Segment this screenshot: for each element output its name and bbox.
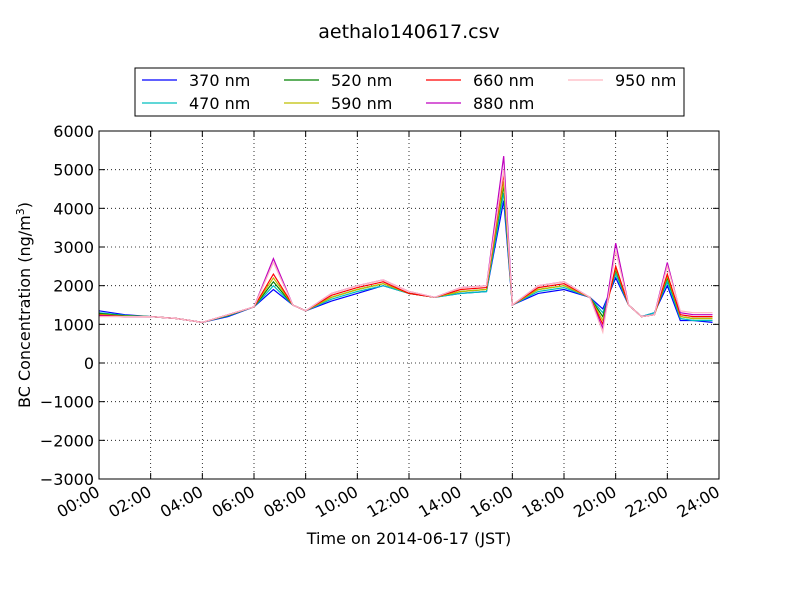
y-tick-label: 3000 bbox=[53, 238, 94, 257]
series-line-7 bbox=[99, 169, 713, 335]
legend-frame bbox=[134, 67, 685, 117]
legend: 370 nm 470 nm 520 nm 590 nm 660 nm 880 nm 950 … bbox=[134, 67, 685, 117]
y-tick-label: 2000 bbox=[53, 277, 94, 296]
chart-title: aethalo140617.csv bbox=[318, 21, 500, 43]
x-axis-label: Time on 2014-06-17 (JST) bbox=[306, 529, 511, 548]
y-tick-label: −2000 bbox=[40, 431, 94, 450]
legend-entry-3: 520 nm bbox=[331, 71, 392, 90]
y-tick-label: 1000 bbox=[53, 315, 94, 334]
y-tick-label: 0 bbox=[84, 354, 94, 373]
legend-entry-1: 370 nm bbox=[189, 71, 250, 90]
y-axis-label-sup: 3 bbox=[14, 208, 27, 215]
y-tick-labels: 6000 5000 4000 3000 2000 1000 0 −1000 −2000 −3000 bbox=[40, 122, 94, 489]
legend-entry-6: 880 nm bbox=[473, 94, 534, 113]
series-layer bbox=[98, 156, 713, 335]
y-tick-label: 6000 bbox=[53, 122, 94, 141]
y-tick-label: −3000 bbox=[40, 470, 94, 489]
y-tick-label: −1000 bbox=[40, 393, 94, 412]
y-tick-label: 4000 bbox=[53, 199, 94, 218]
legend-entry-7: 950 nm bbox=[615, 71, 676, 90]
legend-entry-2: 470 nm bbox=[189, 94, 250, 113]
y-axis-label-suffix: ) bbox=[15, 202, 34, 208]
y-axis-label-main: BC Concentration (ng/m bbox=[15, 215, 34, 408]
legend-entry-5: 660 nm bbox=[473, 71, 534, 90]
legend-entry-4: 590 nm bbox=[331, 94, 392, 113]
y-axis-label: BC Concentration (ng/m3) bbox=[14, 202, 34, 408]
ticks bbox=[98, 130, 720, 480]
y-tick-label: 5000 bbox=[53, 161, 94, 180]
